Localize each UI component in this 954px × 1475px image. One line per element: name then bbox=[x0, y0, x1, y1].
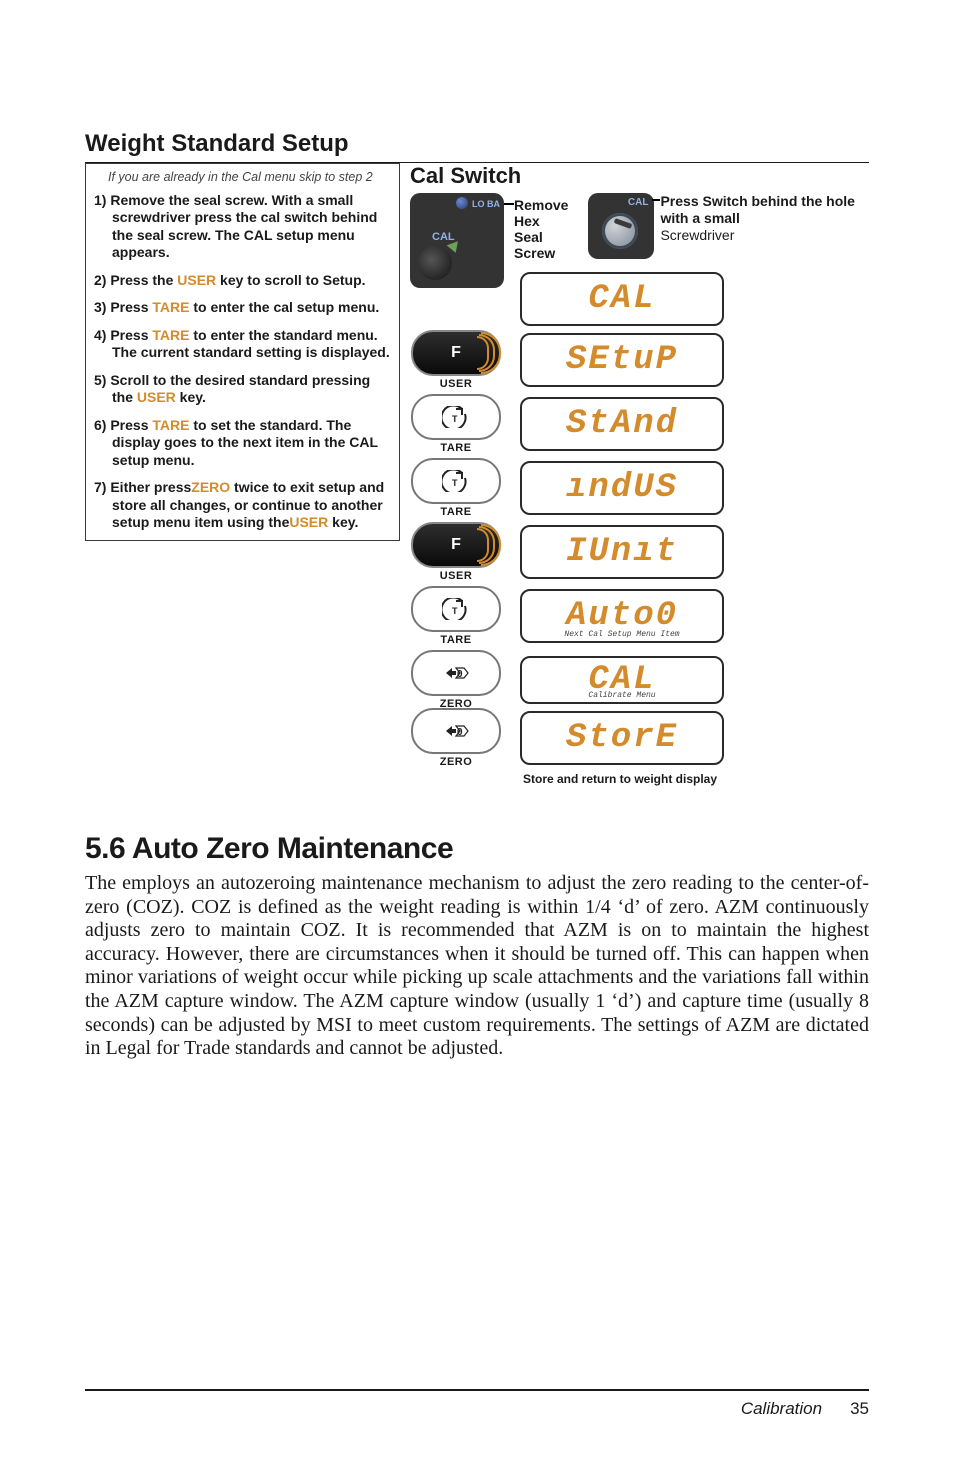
remove-line3: Screw bbox=[514, 245, 555, 261]
step-2-b: key to scroll to bbox=[216, 272, 323, 288]
zero-keyword: ZERO bbox=[191, 479, 230, 495]
step-2-a: 2) Press the bbox=[94, 272, 177, 288]
lcd-cal: CAL bbox=[520, 272, 724, 326]
lcd-cal2: CAL Calibrate Menu bbox=[520, 656, 724, 704]
zero-button[interactable]: 0 bbox=[411, 650, 501, 696]
tare-icon: T bbox=[442, 406, 470, 428]
footer-page: 35 bbox=[850, 1399, 869, 1418]
lcd-cal2-sub: Calibrate Menu bbox=[522, 691, 722, 700]
user-keyword: USER bbox=[289, 514, 328, 530]
indicator-dot-icon bbox=[456, 197, 468, 209]
zero-icon: 0 bbox=[442, 720, 470, 742]
step-5: 5) Scroll to the desired standard pressi… bbox=[94, 372, 391, 407]
section-title: Weight Standard Setup bbox=[85, 130, 869, 163]
step-7-c: key. bbox=[328, 514, 358, 530]
tare-button[interactable]: T bbox=[411, 458, 501, 504]
user-keyword: USER bbox=[177, 272, 216, 288]
lcd-store: StorE bbox=[520, 711, 724, 765]
zero-icon: 0 bbox=[442, 662, 470, 684]
user-button-label: USER bbox=[440, 378, 473, 390]
step-5-b: key. bbox=[176, 389, 206, 405]
step-3: 3) Press TARE to enter the cal setup men… bbox=[94, 299, 391, 317]
cal-unit-graphic: LO BA CAL bbox=[410, 193, 504, 288]
step-3-b: to enter the cal setup menu. bbox=[189, 299, 379, 315]
lcd-indus: ındUS bbox=[520, 461, 724, 515]
f-label: F bbox=[451, 344, 461, 362]
press-screwdriver: Screwdriver bbox=[660, 227, 734, 243]
zero-button[interactable]: 0 bbox=[411, 708, 501, 754]
page-footer: Calibration 35 bbox=[85, 1389, 869, 1419]
target-disc-icon bbox=[602, 213, 638, 249]
svg-text:T: T bbox=[452, 414, 458, 424]
remove-line2: Hex Seal bbox=[514, 213, 543, 245]
press-line: Press Switch behind the hole with a smal… bbox=[660, 193, 854, 226]
step-4: 4) Press TARE to enter the standard menu… bbox=[94, 327, 391, 362]
press-ripple-icon bbox=[479, 332, 503, 374]
cal-switch-title: Cal Switch bbox=[410, 163, 869, 189]
user-keyword: USER bbox=[137, 389, 176, 405]
remove-line1: Remove bbox=[514, 197, 568, 213]
cal-label-small: CAL bbox=[628, 197, 649, 208]
tare-icon: T bbox=[442, 470, 470, 492]
user-button[interactable]: F bbox=[411, 330, 501, 376]
cal-target-graphic: CAL bbox=[588, 193, 654, 259]
step-7: 7) Either pressZERO twice to exit setup … bbox=[94, 479, 391, 532]
press-ripple-icon bbox=[479, 524, 503, 566]
lcd-auto0-sub: Next Cal Setup Menu Item bbox=[522, 630, 722, 639]
lcd-setup: SEtuP bbox=[520, 333, 724, 387]
footer-label: Calibration bbox=[741, 1399, 822, 1418]
user-button[interactable]: F bbox=[411, 522, 501, 568]
tare-keyword: TARE bbox=[152, 299, 189, 315]
svg-text:T: T bbox=[452, 478, 458, 488]
setup-keyword: Setup bbox=[323, 272, 362, 288]
tare-button-label: TARE bbox=[440, 442, 471, 454]
step-4-a: 4) Press bbox=[94, 327, 152, 343]
section-5-6-title: 5.6 Auto Zero Maintenance bbox=[85, 832, 869, 866]
step-6: 6) Press TARE to set the standard. The d… bbox=[94, 417, 391, 470]
section-5-6-body: The employs an autozeroing maintenance m… bbox=[85, 872, 869, 1061]
step-2-c: . bbox=[362, 272, 366, 288]
step-7-a: 7) Either press bbox=[94, 479, 191, 495]
step-3-a: 3) Press bbox=[94, 299, 152, 315]
tare-button[interactable]: T bbox=[411, 586, 501, 632]
tare-button-label: TARE bbox=[440, 634, 471, 646]
step-2: 2) Press the USER key to scroll to Setup… bbox=[94, 272, 391, 290]
tare-button[interactable]: T bbox=[411, 394, 501, 440]
lcd-stand: StAnd bbox=[520, 397, 724, 451]
lo-ba-label: LO BA bbox=[472, 199, 500, 209]
step-1: 1) Remove the seal screw. With a small s… bbox=[94, 192, 391, 262]
diagram-column: Cal Switch LO BA CAL Remove Hex Seal Scr… bbox=[400, 163, 869, 786]
zero-button-label: ZERO bbox=[440, 756, 473, 768]
lcd-auto0: Auto0 Next Cal Setup Menu Item bbox=[520, 589, 724, 643]
tare-keyword: TARE bbox=[152, 327, 189, 343]
remove-hex-text: Remove Hex Seal Screw bbox=[514, 197, 568, 261]
step-6-a: 6) Press bbox=[94, 417, 152, 433]
f-label: F bbox=[451, 536, 461, 554]
cal-hole-icon bbox=[418, 246, 452, 280]
tare-keyword: TARE bbox=[152, 417, 189, 433]
step-5-a: 5) Scroll to the desired standard pressi… bbox=[94, 372, 370, 406]
press-switch-text: Press Switch behind the hole with a smal… bbox=[660, 193, 869, 243]
tare-button-label: TARE bbox=[440, 506, 471, 518]
store-return-text: Store and return to weight display bbox=[520, 772, 720, 786]
weight-standard-setup: If you are already in the Cal menu skip … bbox=[85, 163, 869, 786]
hint-text: If you are already in the Cal menu skip … bbox=[108, 170, 391, 186]
user-button-label: USER bbox=[440, 570, 473, 582]
steps-column: If you are already in the Cal menu skip … bbox=[85, 163, 400, 541]
tare-icon: T bbox=[442, 598, 470, 620]
lcd-unit: IUnıt bbox=[520, 525, 724, 579]
svg-text:T: T bbox=[452, 606, 458, 616]
cal-label: CAL bbox=[432, 231, 455, 243]
